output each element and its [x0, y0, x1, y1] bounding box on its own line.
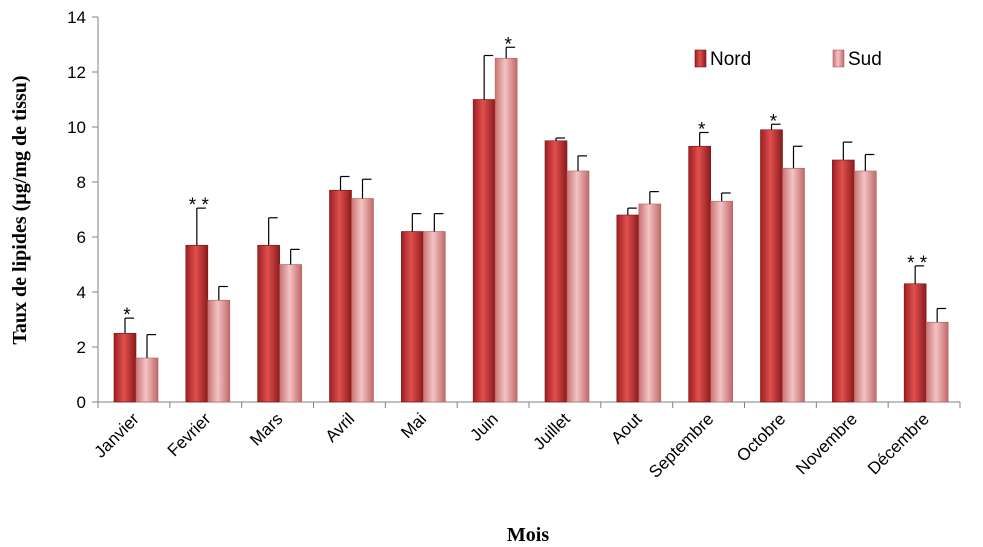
bar-nord	[113, 332, 137, 403]
y-tick-label: 4	[77, 283, 86, 302]
legend: Nord Sud	[694, 49, 882, 70]
bar-nord	[903, 283, 927, 403]
y-tick-label: 0	[77, 393, 86, 412]
bar-sud	[782, 167, 805, 403]
bar-nord	[544, 140, 568, 403]
bar-nord	[185, 244, 209, 403]
significance-star: *	[698, 120, 706, 141]
x-category-label: Septembre	[645, 409, 717, 481]
x-category-label: Mai	[397, 409, 430, 442]
bar-sud	[710, 200, 733, 403]
bars	[113, 57, 949, 403]
bar-nord	[472, 99, 496, 403]
y-tick-label: 6	[77, 228, 86, 247]
x-category-label: Novembre	[792, 409, 861, 478]
y-tick-label: 8	[77, 173, 86, 192]
bar-nord	[760, 129, 783, 403]
x-category-label: Janvier	[91, 409, 143, 461]
y-tick-label: 10	[67, 118, 86, 137]
x-category-label: Avril	[322, 409, 359, 446]
legend-label-sud: Sud	[848, 49, 882, 70]
x-axis: Janvier Fevrier Mars Avril Mai Juin Juillet Aou…	[91, 401, 961, 482]
bar-sud	[925, 321, 949, 403]
bar-sud	[494, 57, 518, 403]
y-axis: 0 2 4 6 8 10 12 14	[67, 8, 99, 412]
bar-sud	[135, 357, 159, 403]
legend-swatch-nord	[694, 49, 707, 68]
bar-sud	[207, 299, 231, 403]
bar-sud	[351, 198, 374, 403]
bar-sud	[566, 170, 590, 403]
x-category-label: Mars	[246, 409, 286, 449]
bar-nord	[832, 159, 855, 403]
significance-annotations: * * * * * * * *	[123, 34, 928, 326]
bar-nord	[257, 244, 280, 403]
bar-sud	[423, 231, 446, 403]
bar-sud	[854, 170, 877, 403]
y-tick-label: 12	[67, 63, 86, 82]
y-tick-label: 14	[67, 8, 86, 27]
bar-sud	[279, 264, 302, 403]
legend-label-nord: Nord	[710, 49, 751, 70]
x-category-label: Décembre	[864, 409, 933, 478]
y-axis-title: Taux de lipides (µg/mg de tissu)	[9, 75, 31, 344]
bar-sud	[638, 203, 662, 403]
bar-nord	[401, 231, 424, 403]
error-bars	[124, 46, 947, 358]
x-axis-title: Mois	[507, 524, 549, 546]
x-category-label: Octobre	[733, 409, 789, 465]
bar-nord	[329, 189, 352, 403]
significance-star: *	[504, 34, 512, 55]
x-category-label: Aout	[607, 409, 645, 447]
y-tick-label: 2	[77, 338, 86, 357]
x-category-label: Juin	[466, 409, 501, 444]
significance-star: *	[770, 111, 778, 132]
legend-swatch-sud	[832, 49, 845, 68]
significance-star: *	[123, 305, 131, 326]
bar-nord	[616, 214, 640, 403]
bar-nord	[688, 145, 711, 403]
x-category-label: Fevrier	[164, 409, 215, 460]
significance-star: * *	[907, 253, 928, 274]
significance-star: * *	[189, 195, 210, 216]
x-category-label: Juillet	[530, 409, 574, 453]
